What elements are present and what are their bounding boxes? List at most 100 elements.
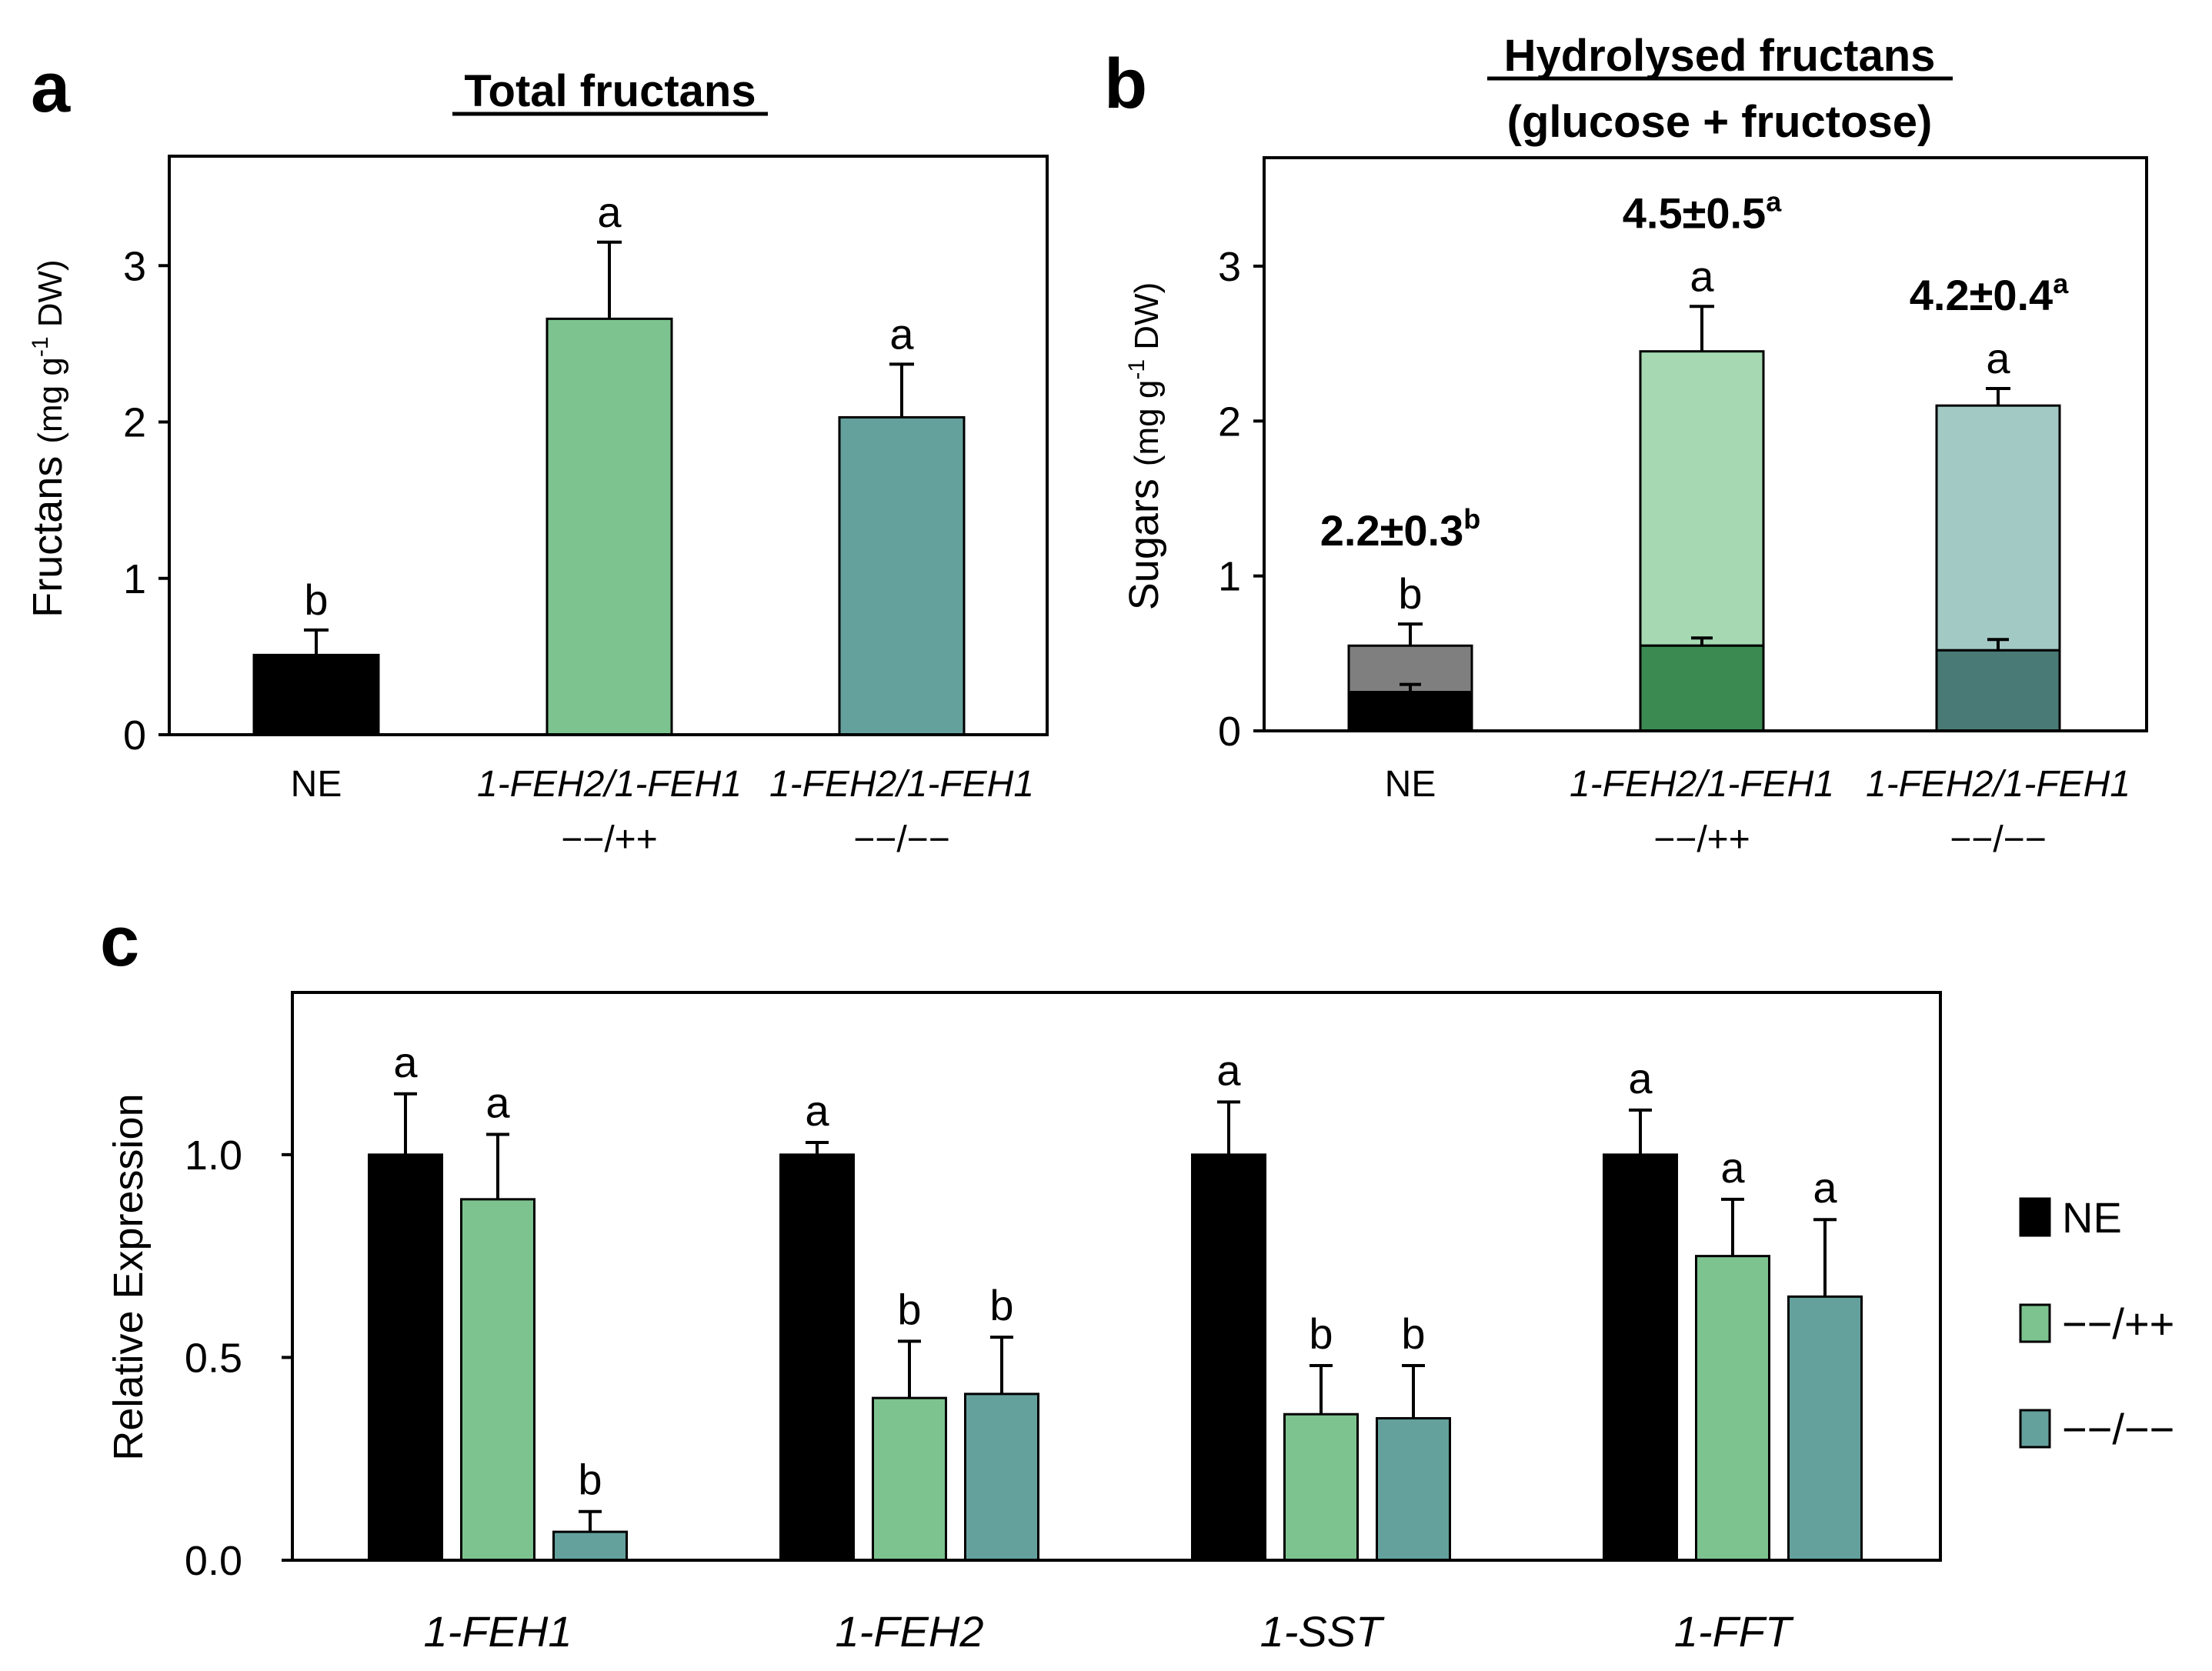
- panel-b-ylabel-main: Sugars: [1121, 479, 1167, 610]
- panel-c-legend-swatch-1: [2019, 1303, 2051, 1343]
- panel-b-bar-glucose-2: [1935, 649, 2061, 732]
- panel-c-ylabel: Relative Expression: [105, 1093, 152, 1460]
- panel-c-letter: c: [100, 902, 139, 981]
- panel-b-ytick-label-2: 2: [1218, 399, 1241, 445]
- panel-c-frame: [291, 991, 1942, 1562]
- panel-a-ylabel-main: Fructans: [25, 456, 71, 618]
- panel-c-legend-label-2: −−/−−: [2062, 1405, 2174, 1453]
- panel-b-title-line2: (glucose + fructose): [1507, 97, 1933, 147]
- panel-b-bar-glucose-0: [1347, 691, 1473, 732]
- panel-a-ytick-label-2: 2: [123, 400, 146, 446]
- panel-a-sig-letter-1: a: [597, 188, 622, 236]
- panel-a-ylabel: Fructans (mg g-1 DW): [25, 259, 71, 617]
- panel-b-xlabel-2: 1-FEH2/1-FEH1: [1866, 764, 2130, 805]
- panel-c-legend-swatch-2: [2019, 1409, 2051, 1449]
- panel-a-xlabel-1: 1-FEH2/1-FEH1: [477, 764, 742, 805]
- panel-b-sig-letter-1: a: [1690, 252, 1714, 300]
- panel-c-bar-3-1: [1695, 1255, 1770, 1562]
- panel-a-xlabel-0: NE: [291, 764, 342, 805]
- panel-a-sig-letter-2: a: [889, 309, 914, 358]
- panel-c-sig-letter-3-1: a: [1720, 1143, 1745, 1192]
- panel-b-axes: 0 1 2 3: [1218, 244, 1264, 755]
- panel-a-marks: b NE a 1-FEH2/1-FEH1 −−/++ a 1-FEH2/1-FEH1 −−/−…: [252, 188, 1034, 860]
- panel-c-legend-label-0: NE: [2062, 1193, 2122, 1242]
- panel-b-title-line1: Hydrolysed fructans: [1504, 31, 1936, 81]
- panel-c-axes: 0.0 0.5 1.0 Relative Expression: [105, 1093, 292, 1584]
- panel-a-ytick-label-0: 0: [123, 712, 146, 759]
- panel-c-bar-1-1: [872, 1396, 947, 1562]
- panel-b-ylabel: Sugars (mg g-1 DW): [1121, 282, 1167, 610]
- panel-a-ylabel-unit-end: DW): [32, 259, 69, 336]
- panel-b-letter: b: [1104, 45, 1147, 123]
- panel-c-xlabel-3: 1-FFT: [1674, 1607, 1794, 1656]
- panel-a-ytick-label-1: 1: [123, 556, 146, 602]
- panel-c-sig-letter-1-0: a: [805, 1086, 829, 1135]
- panel-c: c 0.0 0.5 1.0 Relative Expression a a b 1-FEH1…: [100, 902, 2174, 1656]
- panel-c-xlabel-2: 1-SST: [1260, 1607, 1385, 1656]
- panel-b-total-value-2: 4.2±0.4: [1910, 271, 2053, 319]
- panel-a-sig-letter-0: b: [304, 575, 328, 624]
- panel-c-bar-3-2: [1787, 1295, 1863, 1562]
- panel-b-ytick-label-0: 0: [1218, 709, 1241, 755]
- panel-c-legend: NE −−/++ −−/−−: [2019, 1193, 2174, 1453]
- panel-a-bar-2: [838, 415, 966, 736]
- panel-b-total-label-0: 2.2±0.3b: [1320, 503, 1480, 555]
- panel-a-bar-1: [545, 317, 673, 736]
- panel-a-xlabel-genotype-2: −−/−−: [853, 819, 949, 860]
- panel-c-sig-letter-2-0: a: [1216, 1046, 1241, 1094]
- panel-a-title: Total fructans: [464, 66, 756, 116]
- panel-c-sig-letter-3-2: a: [1813, 1163, 1837, 1212]
- panel-b-total-sig-1: a: [1766, 185, 1782, 217]
- panel-b-total-sig-2: a: [2053, 268, 2069, 299]
- panel-c-sig-letter-1-1: b: [897, 1285, 921, 1333]
- panel-b-ytick-label-3: 3: [1218, 244, 1241, 290]
- panel-a-frame: [168, 155, 1049, 736]
- panel-b-sig-letter-2: a: [1986, 334, 2010, 382]
- panel-c-bar-2-2: [1376, 1417, 1451, 1562]
- panel-b-frame: [1263, 156, 2148, 732]
- panel-c-bar-2-1: [1283, 1413, 1359, 1562]
- panel-b-bar-glucose-1: [1639, 644, 1765, 732]
- panel-c-bar-1-2: [964, 1392, 1039, 1562]
- panel-a-bar-0: [252, 653, 380, 736]
- panel-b-xlabel-genotype-1: −−/++: [1653, 819, 1750, 860]
- panel-b-xlabel-0: NE: [1385, 764, 1436, 805]
- panel-b-ytick-label-1: 1: [1218, 554, 1241, 600]
- panel-c-sig-letter-2-1: b: [1309, 1309, 1333, 1358]
- panel-a-ylabel-unit: (mg g: [32, 357, 69, 443]
- panel-c-bar-2-0: [1191, 1153, 1266, 1562]
- panel-c-sig-letter-0-0: a: [393, 1038, 418, 1086]
- panel-c-legend-label-1: −−/++: [2062, 1299, 2174, 1348]
- panel-b-bar-fructose-1: [1639, 350, 1765, 647]
- panel-b: b Hydrolysed fructans (glucose + fructos…: [1104, 31, 2148, 860]
- panel-c-ytick-label-2: 1.0: [185, 1132, 242, 1179]
- panel-c-bar-1-0: [779, 1153, 855, 1562]
- panel-a-xlabel-genotype-1: −−/++: [561, 819, 657, 860]
- panel-b-total-sig-0: b: [1463, 503, 1480, 535]
- panel-c-bar-0-0: [368, 1153, 443, 1562]
- panel-c-bar-3-0: [1603, 1153, 1678, 1562]
- panel-a-axes: 0 1 2 3: [123, 243, 169, 759]
- panel-b-total-value-1: 4.5±0.5: [1623, 188, 1766, 237]
- panel-c-ytick-label-0: 0.0: [185, 1538, 242, 1584]
- panel-b-xlabel-genotype-2: −−/−−: [1950, 819, 2046, 860]
- panel-c-sig-letter-1-2: b: [989, 1281, 1013, 1329]
- panel-b-total-label-1: 4.5±0.5a: [1623, 185, 1782, 237]
- panel-c-sig-letter-0-2: b: [578, 1456, 602, 1504]
- panel-a-letter: a: [31, 48, 71, 127]
- panel-c-legend-swatch-0: [2019, 1197, 2051, 1237]
- panel-b-marks: b2.2±0.3bNEa4.5±0.5a1-FEH2/1-FEH1−−/++a4…: [1320, 185, 2130, 860]
- panel-c-ytick-label-1: 0.5: [185, 1335, 242, 1381]
- panel-b-xlabel-1: 1-FEH2/1-FEH1: [1570, 764, 1834, 805]
- panel-a: a Total fructans Fructans (mg g-1 DW) 0 1 2…: [25, 48, 1049, 860]
- panel-a-xlabel-2: 1-FEH2/1-FEH1: [769, 764, 1034, 805]
- panel-a-ytick-label-3: 3: [123, 243, 146, 289]
- panel-c-sig-letter-3-0: a: [1628, 1054, 1653, 1102]
- panel-a-ylabel-sup: -1: [28, 336, 53, 357]
- panel-c-sig-letter-2-2: b: [1401, 1309, 1425, 1358]
- panel-b-ylabel-sup: -1: [1124, 359, 1149, 380]
- panel-c-sig-letter-0-1: a: [485, 1079, 510, 1127]
- panel-c-bar-0-2: [552, 1530, 628, 1562]
- panel-b-total-label-2: 4.2±0.4a: [1910, 268, 2069, 319]
